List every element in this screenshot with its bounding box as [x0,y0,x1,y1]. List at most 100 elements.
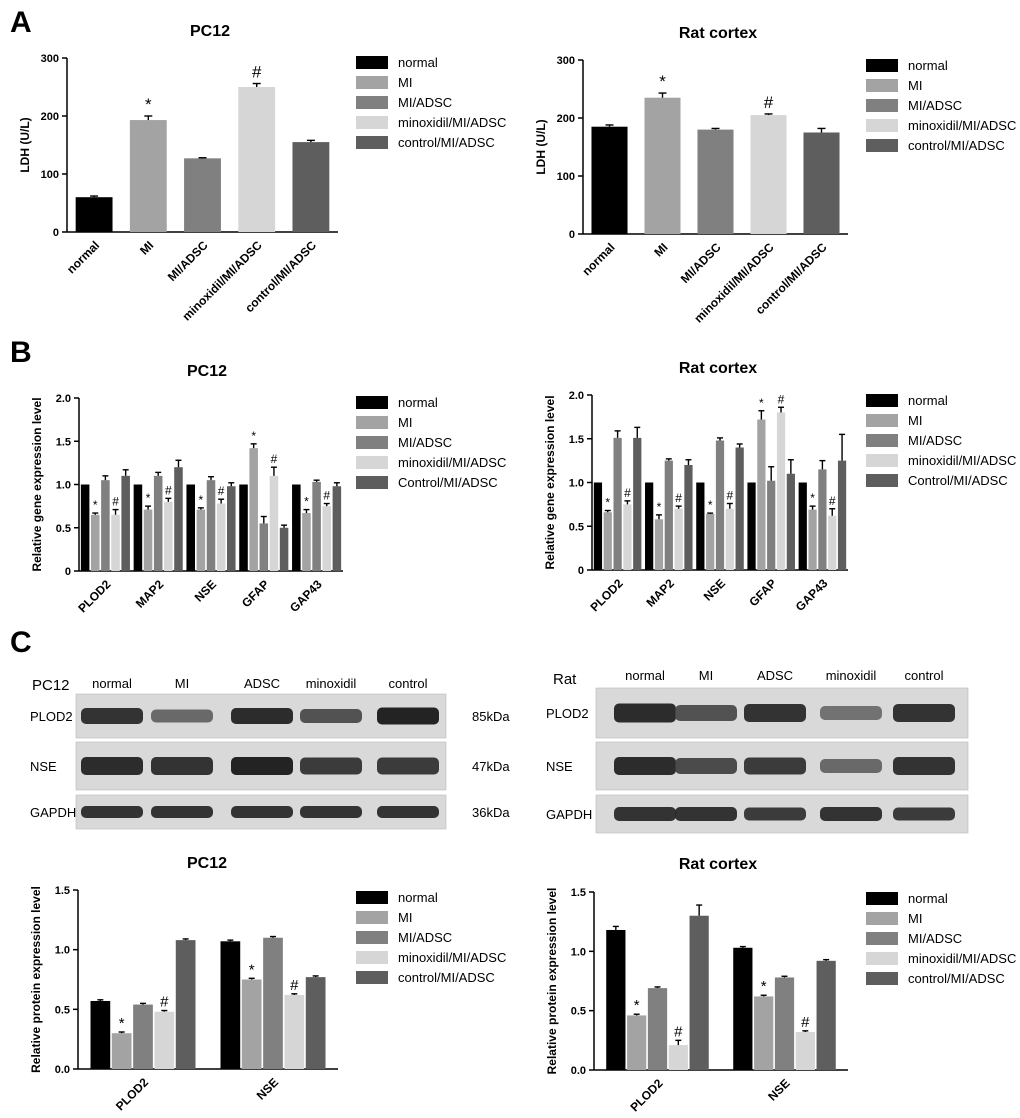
y-tick-label: 1.5 [571,887,586,899]
significance-mark: # [165,483,172,497]
significance-mark: * [761,978,767,995]
bar [733,947,753,1070]
blot-row-label: PLOD2 [30,709,73,724]
x-tick-label: MI/ADSC [165,238,211,284]
y-tick-label: 1.5 [56,436,71,448]
significance-mark: * [657,500,662,514]
bar [644,97,681,234]
legend-swatch [356,116,388,129]
bar [129,120,167,232]
legend-label: MI [908,911,922,926]
blot-title: PC12 [32,677,70,694]
bar [828,515,837,570]
blot-row-label: PLOD2 [546,706,589,721]
bar [90,514,100,571]
x-tick-label: PLOD2 [627,1076,665,1114]
significance-mark: # [778,392,785,406]
legend-label: normal [398,395,438,410]
y-tick-label: 0 [569,229,575,241]
significance-mark: # [112,495,119,509]
bar [284,995,305,1069]
significance-mark: * [605,496,610,510]
chart-title: PC12 [190,23,230,40]
bar [647,988,668,1070]
legend-label: MI/ADSC [398,435,452,450]
protein-band [151,806,213,818]
bar [121,475,130,571]
x-tick-label: normal [64,238,102,276]
bar [206,480,216,571]
protein-band [300,709,362,723]
legend-label: control/MI/ADSC [908,138,1005,153]
bar [654,519,664,570]
bar [754,996,774,1070]
blot-lane-label: normal [625,668,665,683]
legend-swatch [356,931,388,944]
bar [227,486,236,571]
y-axis-label: Relative gene expression level [543,395,557,569]
legend-swatch [866,932,898,945]
y-tick-label: 200 [557,113,575,125]
y-tick-label: 1.0 [55,945,70,957]
bar [633,437,642,570]
protein-band [614,807,676,821]
legend-label: MI/ADSC [908,98,962,113]
significance-mark: * [810,491,815,505]
y-tick-label: 1.0 [569,478,584,490]
y-tick-label: 0 [53,227,59,239]
legend-label: Control/MI/ADSC [398,475,498,490]
bar [101,480,110,571]
x-tick-label: MAP2 [643,576,677,610]
protein-band [300,757,362,775]
protein-band [744,757,806,775]
protein-band [231,708,293,724]
protein-band [893,704,955,722]
significance-mark: # [764,93,774,112]
legend-swatch [356,456,388,469]
legend-label: minoxidil/MI/ADSC [398,115,506,130]
y-tick-label: 0 [65,566,71,578]
bar [816,960,836,1070]
bar [818,469,827,570]
protein-band [231,806,293,818]
bar [593,482,603,570]
protein-band [300,806,362,818]
significance-mark: # [624,486,631,500]
legend-swatch [866,79,898,92]
y-axis-label: Relative protein expression level [29,886,43,1073]
legend-label: MI/ADSC [398,95,452,110]
bar [803,132,840,234]
legend-swatch [866,119,898,132]
chart-title: Rat cortex [679,25,757,42]
bar [302,513,311,571]
y-axis-label: LDH (U/L) [18,117,32,172]
x-tick-label: NSE [192,577,219,604]
legend-label: normal [398,890,438,905]
bar [143,509,153,571]
bar [795,1032,815,1070]
protein-band [820,759,882,773]
bar [623,504,632,570]
chart-2: PC12 0 0.5 1.0 1.5 2.0 Relative gene expressio… [30,363,506,615]
significance-mark: * [634,997,640,1014]
bar [80,484,90,571]
legend-label: MI [908,78,922,93]
panel-label-a: A [10,6,32,39]
protein-band [81,708,143,724]
y-axis-label: Relative protein expression level [545,888,559,1075]
protein-band [820,807,882,821]
y-tick-label: 1.5 [569,434,584,446]
legend-swatch [866,474,898,487]
y-tick-label: 0 [578,565,584,577]
bar [747,482,756,570]
x-tick-label: GAP43 [287,577,325,615]
bar [786,473,795,570]
legend-swatch [866,952,898,965]
legend-swatch [356,136,388,149]
y-tick-label: 200 [41,111,59,123]
y-tick-label: 100 [557,171,575,183]
bar [312,481,321,571]
bar [645,482,654,570]
legend-swatch [866,892,898,905]
significance-mark: # [829,494,836,508]
